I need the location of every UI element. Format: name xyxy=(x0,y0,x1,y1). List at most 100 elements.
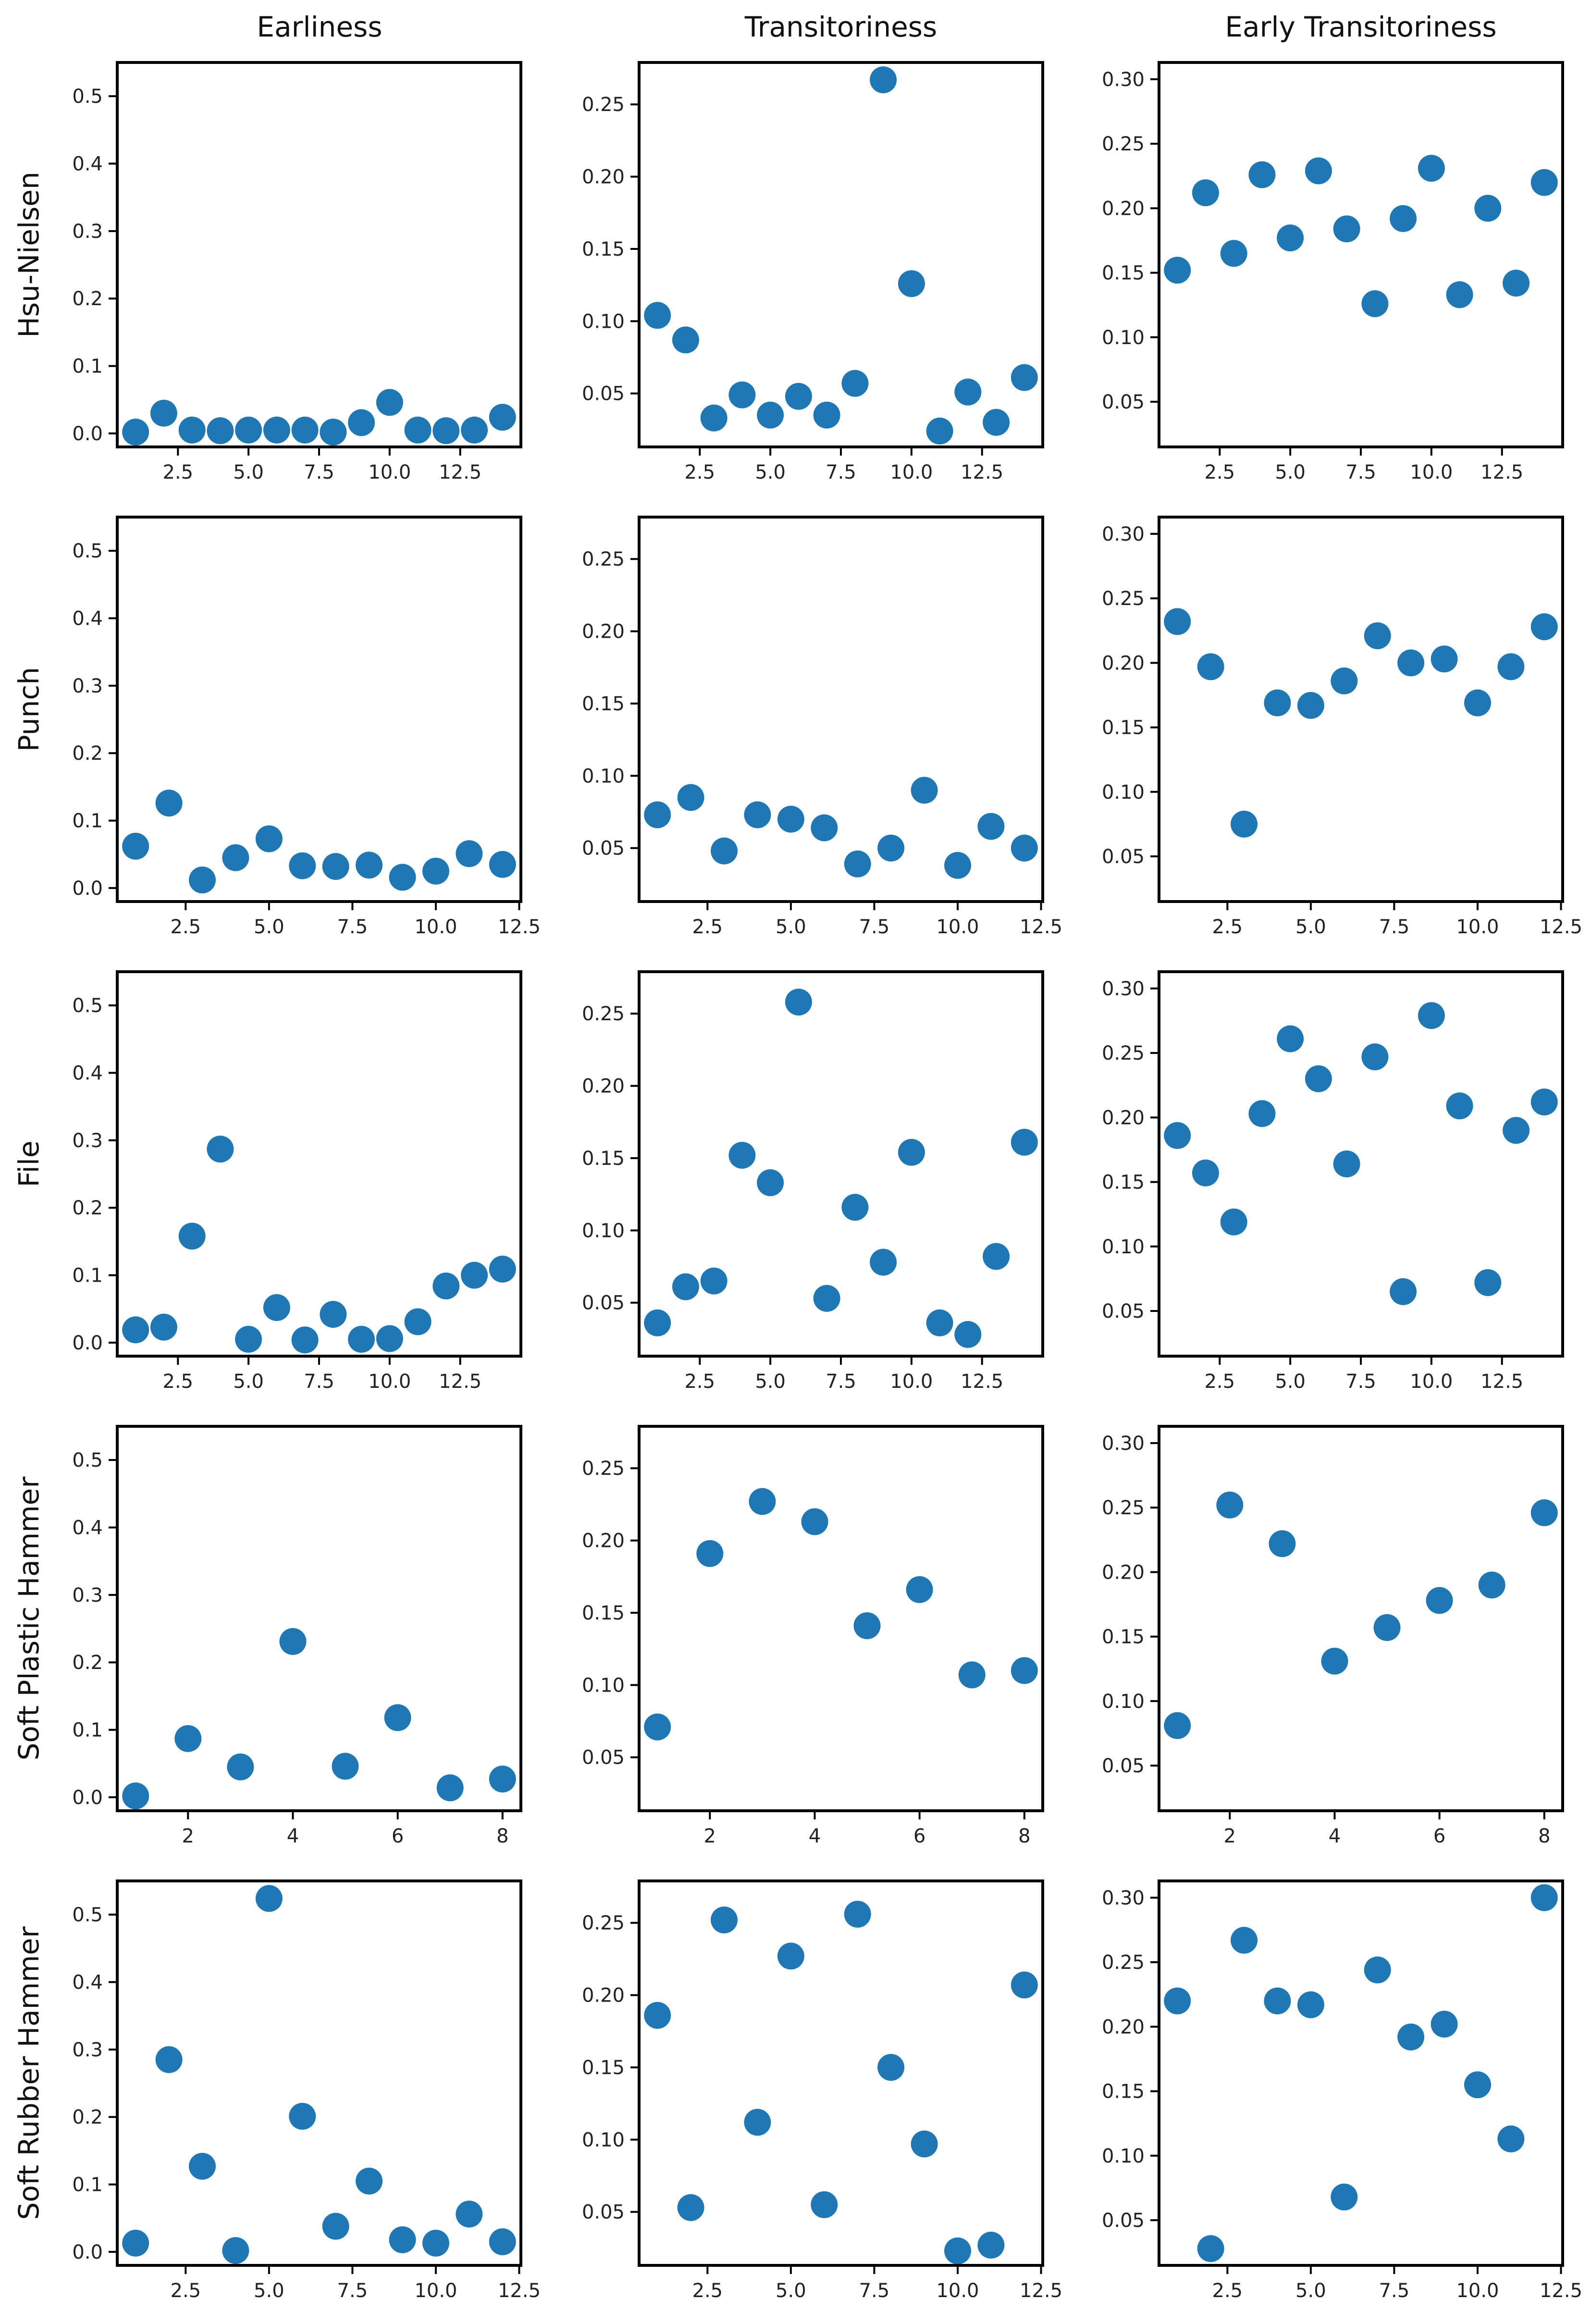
data-point xyxy=(320,1301,347,1328)
data-point xyxy=(1297,1991,1324,2018)
x-tick-label: 12.5 xyxy=(961,461,1003,483)
data-point xyxy=(1497,2125,1525,2152)
subplot-r3-c1: 2 4 6 8 0.05 0.10 0.15 0.20 0.25 xyxy=(582,1425,1044,1847)
data-point xyxy=(1277,1025,1304,1052)
data-point xyxy=(644,1309,671,1336)
data-point xyxy=(1277,224,1304,252)
x-tick-label: 8 xyxy=(1538,1825,1550,1847)
data-point xyxy=(348,1325,375,1353)
data-point xyxy=(1248,161,1276,188)
x-tick-label: 12.5 xyxy=(1020,2280,1062,2302)
subplot-r2-c1: 2.5 5.0 7.5 10.0 12.5 0.05 0.10 0.15 0.20 0.25 xyxy=(582,970,1044,1393)
y-tick-label: 0.25 xyxy=(582,1458,625,1480)
row-label-soft-plastic-hammer: Soft Plastic Hammer xyxy=(12,1477,45,1761)
y-tick-label: 0.15 xyxy=(1102,262,1145,284)
data-point xyxy=(1503,1117,1530,1144)
x-tick-label: 12.5 xyxy=(439,461,481,483)
data-point xyxy=(870,1249,897,1276)
y-tick-label: 0.0 xyxy=(72,1787,103,1809)
data-point xyxy=(376,389,403,416)
y-tick-label: 0.25 xyxy=(582,94,625,116)
column-title-early-transitoriness: Early Transitoriness xyxy=(1225,11,1496,43)
data-point xyxy=(644,801,671,828)
x-tick-label: 2.5 xyxy=(162,461,193,483)
data-point xyxy=(801,1508,828,1535)
x-tick-label: 2.5 xyxy=(162,1371,193,1393)
data-point xyxy=(1431,2011,1458,2038)
y-tick-label: 0.3 xyxy=(72,1130,103,1152)
data-point xyxy=(422,857,449,885)
axes-frame xyxy=(116,1425,522,1812)
data-point xyxy=(1361,1043,1389,1071)
data-point xyxy=(235,416,262,444)
data-point xyxy=(711,837,738,865)
y-tick-label: 0.1 xyxy=(72,356,103,378)
row-label-punch: Punch xyxy=(12,667,45,752)
x-tick-label: 7.5 xyxy=(337,916,368,938)
data-point xyxy=(841,370,869,397)
row-label-file: File xyxy=(12,1140,45,1187)
data-point xyxy=(700,404,728,432)
data-point xyxy=(1192,179,1219,207)
x-tick-label: 5.0 xyxy=(233,1371,264,1393)
data-point xyxy=(1011,1971,1038,1999)
data-point xyxy=(926,417,953,445)
axes-frame xyxy=(638,1879,1044,2267)
y-tick-label: 0.05 xyxy=(1102,1300,1145,1323)
x-tick-label: 7.5 xyxy=(826,1371,856,1393)
data-point xyxy=(853,1612,881,1639)
data-point xyxy=(983,1243,1010,1270)
x-tick-label: 10.0 xyxy=(414,2280,457,2302)
y-tick-label: 0.10 xyxy=(582,1674,625,1696)
x-tick-label: 2.5 xyxy=(692,916,723,938)
data-point xyxy=(870,66,897,94)
y-tick-label: 0.1 xyxy=(72,2174,103,2196)
data-point xyxy=(320,419,347,446)
data-point xyxy=(432,1273,460,1299)
data-point xyxy=(235,1325,262,1353)
y-tick-label: 0.1 xyxy=(72,810,103,832)
y-tick-label: 0.25 xyxy=(1102,1952,1145,1974)
data-point xyxy=(1164,608,1191,635)
x-tick-label: 6 xyxy=(913,1825,925,1847)
y-tick-label: 0.15 xyxy=(582,1602,625,1624)
data-point xyxy=(389,864,416,891)
y-tick-label: 0.20 xyxy=(582,1985,625,2007)
y-tick-label: 0.05 xyxy=(582,383,625,405)
data-point xyxy=(489,851,516,878)
data-point xyxy=(1464,2071,1491,2099)
data-point xyxy=(150,1313,177,1341)
data-point xyxy=(1220,240,1247,267)
x-tick-label: 12.5 xyxy=(1480,461,1523,483)
x-tick-label: 7.5 xyxy=(337,2280,368,2302)
y-tick-label: 0.25 xyxy=(582,548,625,570)
y-tick-label: 0.20 xyxy=(582,1530,625,1552)
data-point xyxy=(1321,1647,1348,1675)
data-point xyxy=(944,2237,971,2264)
data-point xyxy=(1220,1208,1247,1236)
y-tick-label: 0.25 xyxy=(1102,1042,1145,1064)
data-point xyxy=(977,2231,1005,2259)
x-tick-label: 2.5 xyxy=(1212,916,1243,938)
x-tick-label: 10.0 xyxy=(1410,461,1453,483)
y-tick-label: 0.30 xyxy=(1102,69,1145,91)
data-point xyxy=(911,2130,938,2158)
data-point xyxy=(1418,155,1445,182)
data-point xyxy=(332,1753,359,1780)
data-point xyxy=(222,844,249,871)
y-tick-label: 0.2 xyxy=(72,1652,103,1674)
data-point xyxy=(677,2194,704,2221)
data-point xyxy=(911,777,938,804)
x-tick-label: 5.0 xyxy=(1275,461,1306,483)
y-tick-label: 0.20 xyxy=(1102,1107,1145,1129)
y-tick-label: 0.0 xyxy=(72,423,103,445)
data-point xyxy=(877,834,905,862)
data-point xyxy=(906,1576,933,1603)
data-point xyxy=(389,2226,416,2253)
data-point xyxy=(356,852,383,879)
data-point xyxy=(456,840,483,867)
subplot-r1-c2: 2.5 5.0 7.5 10.0 12.5 0.05 0.10 0.15 0.20 0.25 0.3… xyxy=(1102,516,1582,938)
data-point xyxy=(1164,1712,1191,1739)
y-tick-label: 0.15 xyxy=(582,2057,625,2079)
